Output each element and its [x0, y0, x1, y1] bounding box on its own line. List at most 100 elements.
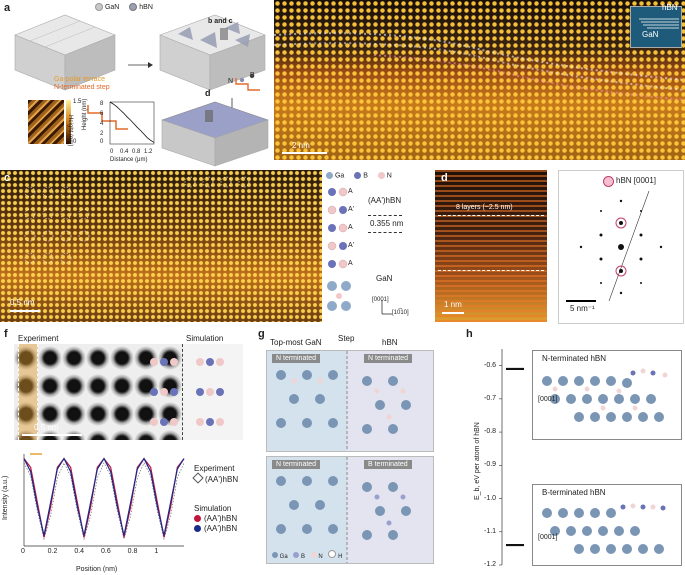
profile-xtick-2: 0.8: [132, 149, 141, 155]
legend-sim-title: Simulation: [194, 504, 232, 513]
scale-bar-b-label: 2 nm: [292, 141, 310, 150]
g-n-label: N: [318, 554, 323, 560]
n-dot: [377, 172, 385, 179]
scale-bar-e-label: 5 nm⁻¹: [570, 304, 595, 313]
intensity-xlabel: Position (nm): [76, 566, 118, 573]
intensity-profile-chart: [23, 453, 185, 547]
profile-xlabel: Distance (μm): [110, 157, 148, 163]
axis-arrows-c: [381, 300, 392, 315]
hbn-covered-substrate: [161, 101, 269, 167]
legend-experiment-title: Experiment: [194, 464, 235, 473]
profile-line: [109, 101, 155, 143]
intensity-xtick-1: 0.2: [47, 548, 58, 555]
panel-c-legend: Ga B N: [326, 172, 392, 179]
top-right-term-label: N terminated: [364, 354, 413, 363]
n-term-label: N-terminated hBN: [542, 354, 607, 363]
intensity-xtick-4: 0.8: [127, 548, 138, 555]
layer-letter-1: A': [348, 206, 355, 213]
spacing-line-bottom: [368, 232, 402, 233]
simulation-label: Simulation: [186, 334, 224, 343]
gan-legend-label: GaN: [104, 3, 120, 11]
intensity-series-0: [23, 462, 185, 541]
intensity-xtick-5: 1: [154, 548, 159, 555]
col-step-label: Step: [338, 334, 355, 343]
g-h-dot: [328, 550, 337, 558]
profile-xtick-3: 1.2: [144, 149, 153, 155]
afm-scale-bottom: 0: [73, 139, 77, 145]
intensity-xtick-2: 0.4: [74, 548, 85, 555]
g-h-label: H: [338, 554, 343, 560]
model-top: [266, 350, 434, 452]
col-gan-label: Top-most GaN: [270, 338, 322, 347]
layers-bracket-top: [438, 215, 544, 216]
binding-energy-chart: [499, 349, 524, 566]
eb-ylabel: E_b, eV per atom of hBN: [474, 422, 481, 500]
blue-dot-marker: [194, 525, 201, 533]
n-term-structure: [542, 368, 668, 422]
n-terminated-box: [532, 350, 682, 440]
b-term-axis-label: [0001]: [538, 534, 558, 541]
afm-colorbar: [66, 100, 71, 144]
scale-bar-c-label: 0.5 nm: [10, 298, 35, 307]
b-terminated-box: [532, 484, 682, 566]
bot-right-term-label: B terminated: [364, 460, 412, 469]
hbn-dp-marker: [603, 176, 614, 187]
profile-ytick-0: 0: [100, 139, 104, 145]
diffraction-pattern: [558, 170, 684, 324]
eb-tick-label-5: -1.1: [484, 527, 497, 535]
g-ga-label: Ga: [279, 554, 288, 560]
model-bottom: [266, 456, 434, 564]
legend-experiment-item: (AA')hBN: [192, 472, 238, 484]
height-profile-chart: [109, 101, 155, 145]
panel-label-a: a: [4, 2, 11, 14]
layers-label: 8 layers (~2.5 nm): [456, 204, 513, 211]
bot-left-term-label: N terminated: [272, 460, 321, 469]
hbn-stack-model: [327, 187, 351, 311]
profile-ytick-2: 4: [100, 121, 104, 127]
eb-tick-label-2: -0.8: [484, 428, 497, 436]
scale-bar-f-line: [22, 434, 82, 436]
axis-horizontal-c: [10̅10]: [392, 310, 409, 316]
layer-letter-0: A: [348, 188, 353, 195]
legend-sim-item-0: (AA')hBN: [194, 514, 237, 523]
hbn-dp-label: hBN [0001]: [616, 176, 657, 185]
gan-label-c: GaN: [376, 274, 393, 283]
n-term-axis-label: [0001]: [538, 396, 558, 403]
layer-letter-3: A': [348, 242, 355, 249]
model-top-atoms: [267, 351, 433, 451]
layers-bracket-bottom: [438, 270, 544, 271]
terrace-label: Ga-polar terrace: [54, 76, 105, 83]
arrow-label-d: d: [205, 88, 211, 98]
scale-bar-d-line: [442, 312, 464, 314]
g-n-dot: [310, 552, 317, 558]
eb-tick-label-1: -0.7: [484, 394, 497, 402]
col-hbn-label: hBN: [382, 338, 398, 347]
profile-ytick-3: 6: [100, 111, 104, 117]
scale-bar-f-label: 0.5 nm: [34, 423, 59, 432]
scale-bar-e-line: [566, 300, 596, 302]
intensity-xtick-0: 0: [21, 548, 25, 555]
afm-scale-top: 1.5: [73, 99, 82, 105]
legend-sim-text-1: (AA')hBN: [204, 524, 238, 533]
profile-ytick-1: 2: [100, 131, 104, 137]
profile-xtick-1: 0.4: [120, 149, 129, 155]
top-left-term-label: N terminated: [272, 354, 321, 363]
stepped-substrate-diagram: [14, 14, 266, 130]
ga-legend-label: Ga: [334, 172, 345, 180]
stem-image-c: [0, 170, 322, 322]
eb-tick-label-0: -0.6: [484, 361, 497, 369]
legend-sim-text-0: (AA')hBN: [204, 514, 238, 523]
g-b-label: B: [301, 554, 306, 560]
gan-substrate-hbn-nuclei: [159, 14, 266, 91]
spacing-label: 0.355 nm: [370, 219, 404, 228]
step-b-label: B: [250, 72, 255, 79]
hbn-legend-label: hBN: [139, 3, 153, 11]
intensity-series-2: [23, 457, 185, 536]
panel-label-g: g: [258, 328, 265, 340]
panel-label-h: h: [466, 328, 473, 340]
g-ga-dot: [272, 552, 278, 558]
legend-sim-item-1: (AA')hBN: [194, 524, 237, 533]
spacing-line-top: [368, 215, 402, 216]
layer-letter-4: A: [348, 260, 353, 267]
step-label: N-terminated step: [54, 84, 110, 91]
